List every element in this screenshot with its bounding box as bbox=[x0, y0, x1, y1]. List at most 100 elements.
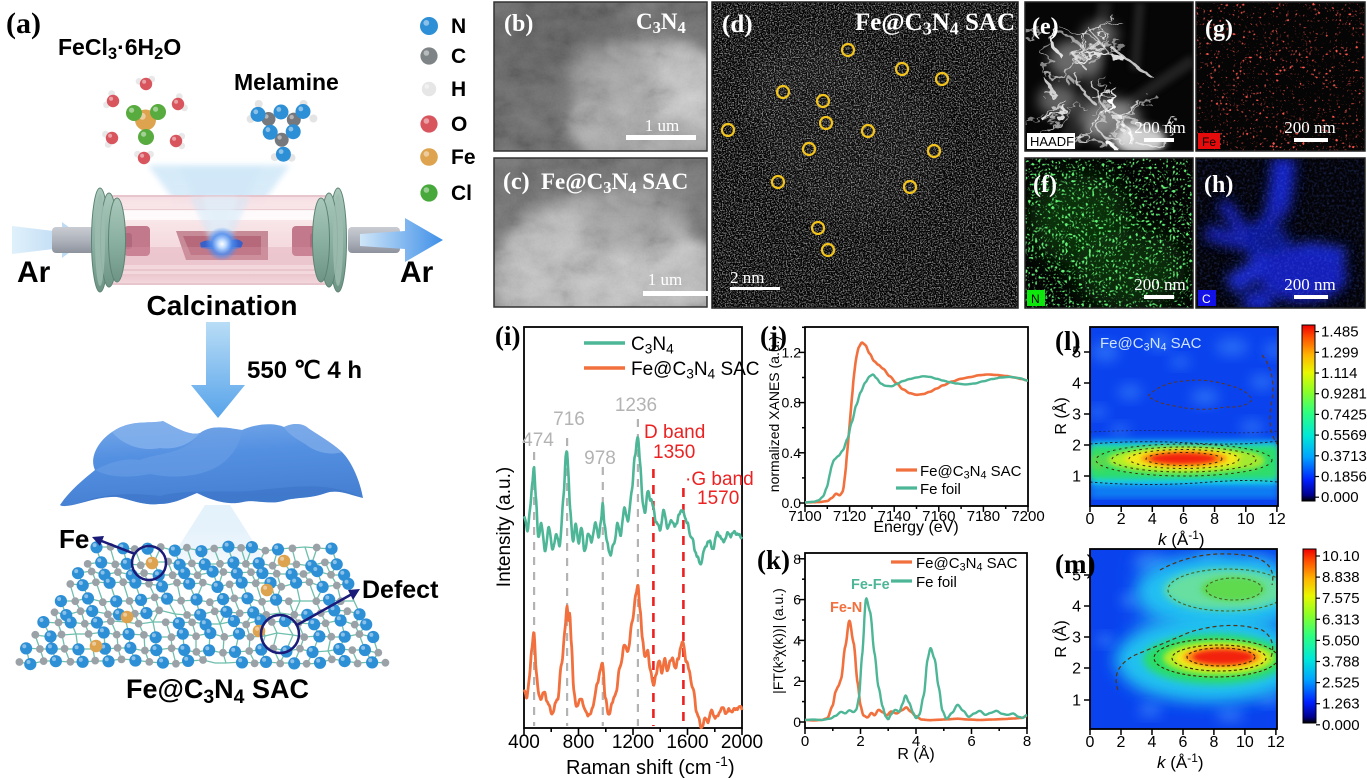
svg-text:0.4: 0.4 bbox=[782, 445, 802, 461]
svg-text:Fe@C3​N4​ SAC: Fe@C3​N4​ SAC bbox=[855, 9, 1015, 39]
svg-text:N: N bbox=[451, 15, 466, 38]
svg-text:0.7425: 0.7425 bbox=[1321, 406, 1367, 423]
svg-text:5: 5 bbox=[1072, 568, 1081, 585]
svg-text:200 nm: 200 nm bbox=[1284, 118, 1335, 137]
svg-text:2: 2 bbox=[793, 673, 801, 689]
svg-text:Intensity (a.u.): Intensity (a.u.) bbox=[494, 467, 515, 587]
svg-text:0.3713: 0.3713 bbox=[1321, 448, 1367, 465]
svg-text:1570: 1570 bbox=[697, 488, 739, 509]
svg-text:3: 3 bbox=[1072, 630, 1081, 647]
svg-text:2 nm: 2 nm bbox=[730, 268, 764, 287]
svg-text:(d): (d) bbox=[722, 11, 753, 38]
svg-text:200 nm: 200 nm bbox=[1134, 118, 1185, 137]
svg-text:1: 1 bbox=[1072, 469, 1081, 486]
svg-text:7100: 7100 bbox=[788, 508, 821, 525]
svg-text:3: 3 bbox=[1072, 407, 1081, 424]
svg-text:4: 4 bbox=[912, 733, 920, 750]
svg-text:0.000: 0.000 bbox=[1322, 717, 1360, 734]
svg-text:k (Å-1): k (Å-1) bbox=[1157, 751, 1204, 772]
svg-text:Energy (eV): Energy (eV) bbox=[873, 519, 958, 536]
svg-text:O: O bbox=[451, 113, 467, 136]
svg-text:1.114: 1.114 bbox=[1321, 365, 1357, 382]
svg-text:N: N bbox=[1031, 292, 1040, 306]
svg-text:|FT(k³χ(k))| (a.u.): |FT(k³χ(k))| (a.u.) bbox=[770, 588, 786, 694]
svg-text:1: 1 bbox=[1072, 693, 1081, 710]
svg-text:6.313: 6.313 bbox=[1322, 611, 1360, 628]
svg-text:Raman shift (cm -1): Raman shift (cm -1) bbox=[566, 753, 735, 779]
svg-text:R (Å): R (Å) bbox=[1051, 397, 1070, 434]
svg-text:k (Å-1): k (Å-1) bbox=[1158, 528, 1205, 549]
svg-text:(c): (c) bbox=[503, 169, 530, 195]
svg-text:7140: 7140 bbox=[878, 508, 911, 525]
svg-text:(l): (l) bbox=[1055, 326, 1080, 356]
svg-text:Fe: Fe bbox=[1202, 135, 1216, 149]
svg-text:0.0: 0.0 bbox=[782, 495, 802, 511]
svg-text:1 um: 1 um bbox=[645, 116, 679, 135]
svg-text:400: 400 bbox=[508, 732, 540, 753]
svg-text:normalized XANES (a.u.): normalized XANES (a.u.) bbox=[766, 336, 782, 492]
svg-text:6: 6 bbox=[1179, 511, 1188, 528]
svg-text:4: 4 bbox=[1148, 734, 1157, 751]
svg-text:1 um: 1 um bbox=[648, 270, 682, 289]
svg-text:6: 6 bbox=[967, 733, 975, 750]
svg-text:200 nm: 200 nm bbox=[1134, 275, 1185, 294]
svg-text:7160: 7160 bbox=[922, 508, 955, 525]
svg-text:2.525: 2.525 bbox=[1322, 675, 1360, 692]
svg-text:(a): (a) bbox=[6, 7, 41, 40]
svg-text:H: H bbox=[451, 78, 466, 101]
svg-text:C3​N4​: C3​N4​ bbox=[631, 334, 674, 356]
svg-text:1.263: 1.263 bbox=[1322, 696, 1360, 713]
svg-text:C: C bbox=[451, 45, 466, 68]
svg-text:Fe foil: Fe foil bbox=[916, 574, 957, 591]
svg-text:4: 4 bbox=[1072, 599, 1081, 616]
svg-text:4: 4 bbox=[1148, 511, 1157, 528]
svg-text:550 ℃ 4 h: 550 ℃ 4 h bbox=[247, 357, 362, 384]
svg-text:6: 6 bbox=[1179, 734, 1188, 751]
svg-text:2000: 2000 bbox=[721, 732, 763, 753]
svg-text:Fe@C3​N4​ SAC: Fe@C3​N4​ SAC bbox=[916, 555, 1018, 574]
svg-text:8.838: 8.838 bbox=[1322, 569, 1360, 586]
svg-text:FeCl3​·6H2​O: FeCl3​·6H2​O bbox=[58, 34, 181, 63]
svg-text:(b): (b) bbox=[504, 11, 533, 37]
svg-text:D band: D band bbox=[644, 422, 705, 443]
svg-text:R (Å): R (Å) bbox=[1051, 620, 1070, 657]
svg-text:2: 2 bbox=[1117, 734, 1126, 751]
svg-text:Cl: Cl bbox=[451, 182, 472, 205]
svg-text:Fe foil: Fe foil bbox=[920, 481, 961, 498]
svg-text:4: 4 bbox=[793, 632, 801, 648]
svg-text:5.050: 5.050 bbox=[1322, 632, 1360, 649]
svg-text:0: 0 bbox=[801, 733, 809, 750]
svg-text:Fe@C3​N4​ SAC: Fe@C3​N4​ SAC bbox=[1100, 335, 1202, 354]
svg-text:8: 8 bbox=[1023, 733, 1031, 750]
svg-text:0: 0 bbox=[1086, 734, 1095, 751]
svg-text:1.2: 1.2 bbox=[782, 344, 802, 360]
svg-text:8: 8 bbox=[1209, 734, 1218, 751]
svg-text:C: C bbox=[1202, 292, 1211, 306]
svg-text:Fe: Fe bbox=[451, 146, 476, 169]
svg-text:0.8: 0.8 bbox=[782, 395, 802, 411]
svg-text:1600: 1600 bbox=[666, 732, 708, 753]
svg-text:474: 474 bbox=[522, 430, 554, 451]
svg-text:(f): (f) bbox=[1033, 172, 1057, 198]
svg-text:2: 2 bbox=[1117, 511, 1126, 528]
svg-text:Calcination: Calcination bbox=[147, 290, 298, 321]
svg-text:Fe@C3​N4​ SAC: Fe@C3​N4​ SAC bbox=[126, 674, 309, 708]
svg-text:1.299: 1.299 bbox=[1321, 344, 1359, 361]
svg-text:5: 5 bbox=[1072, 345, 1081, 362]
svg-text:0.1856: 0.1856 bbox=[1321, 469, 1367, 486]
svg-text:716: 716 bbox=[553, 409, 585, 430]
svg-text:978: 978 bbox=[584, 448, 616, 469]
svg-text:4: 4 bbox=[1072, 376, 1081, 393]
svg-text:8: 8 bbox=[1210, 511, 1219, 528]
svg-text:0: 0 bbox=[793, 714, 801, 730]
svg-text:3.788: 3.788 bbox=[1322, 654, 1360, 671]
svg-text:HAADF: HAADF bbox=[1030, 134, 1074, 149]
svg-text:1200: 1200 bbox=[612, 732, 654, 753]
svg-text:Fe: Fe bbox=[59, 524, 89, 554]
svg-text:10.10: 10.10 bbox=[1322, 548, 1360, 565]
svg-text:(i): (i) bbox=[495, 321, 520, 351]
svg-text:2: 2 bbox=[1072, 438, 1081, 455]
svg-text:Fe-N: Fe-N bbox=[830, 600, 862, 616]
svg-text:200 nm: 200 nm bbox=[1284, 275, 1335, 294]
svg-text:0.5569: 0.5569 bbox=[1321, 427, 1367, 444]
